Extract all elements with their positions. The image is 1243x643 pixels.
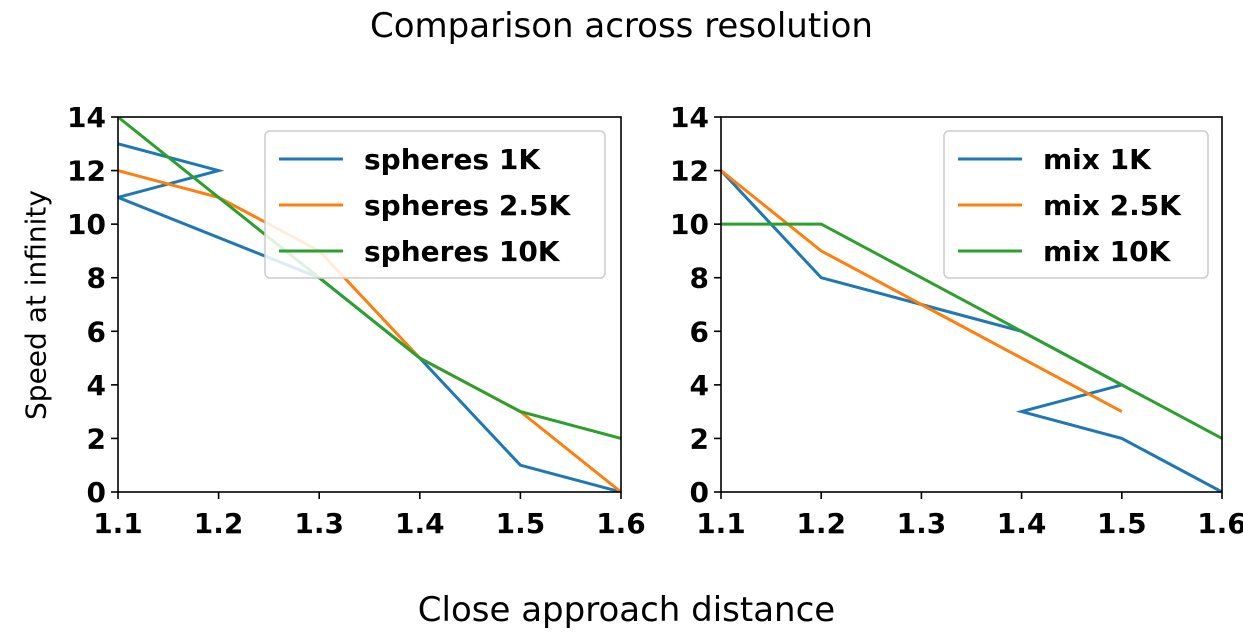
y-tick-label: 0 [690, 476, 709, 509]
y-tick-label: 0 [87, 476, 106, 509]
axes-frame [117, 116, 622, 493]
y-tick-label: 4 [87, 369, 106, 402]
x-tick-label: 1.6 [1197, 507, 1243, 540]
legend: spheres 1K spheres 2.5K spheres 10K [264, 130, 606, 279]
y-tick-label: 4 [690, 369, 709, 402]
y-tick-label: 8 [690, 262, 709, 295]
series-line-3 [721, 222, 1222, 440]
x-tick-label: 1.5 [496, 507, 546, 540]
legend-label-1: spheres 1K [364, 143, 541, 176]
y-tick-label: 14 [67, 101, 106, 134]
x-tick-label: 1.2 [796, 507, 846, 540]
legend-label-2: mix 2.5K [1043, 189, 1182, 222]
x-tick-label: 1.3 [294, 507, 344, 540]
x-axis-label: Close approach distance [417, 590, 836, 630]
figure-title: Comparison across resolution [370, 6, 873, 46]
legend: mix 1K mix 2.5K mix 10K [943, 130, 1209, 279]
y-tick-label: 12 [67, 155, 106, 188]
legend-box [264, 130, 606, 279]
series-line-2 [118, 169, 621, 492]
y-tick-label: 8 [87, 262, 106, 295]
legend-label-3: spheres 10K [364, 235, 561, 268]
x-tick-label: 1.1 [93, 507, 143, 540]
y-tick-label: 10 [67, 208, 106, 241]
y-tick-label: 2 [87, 422, 106, 455]
x-tick-label: 1.6 [596, 507, 646, 540]
series-line-3 [118, 117, 621, 440]
axes-frame [720, 116, 1223, 493]
y-tick-label: 10 [670, 208, 709, 241]
legend-box [943, 130, 1209, 279]
x-tick-label: 1.3 [897, 507, 947, 540]
x-tick-label: 1.5 [1097, 507, 1147, 540]
y-tick-label: 12 [670, 155, 709, 188]
x-tick-label: 1.2 [194, 507, 244, 540]
y-tick-label: 2 [690, 422, 709, 455]
y-tick-label: 14 [670, 101, 709, 134]
y-tick-label: 6 [87, 315, 106, 348]
legend-label-2: spheres 2.5K [364, 189, 571, 222]
x-tick-label: 1.4 [395, 507, 445, 540]
x-tick-label: 1.1 [696, 507, 746, 540]
y-tick-label: 6 [690, 315, 709, 348]
chart-panel-2: 1.1 1.2 1.3 1.4 1.5 1.6 0 2 4 6 8 10 12 14 mix 1K mix 2… [670, 101, 1243, 540]
legend-label-3: mix 10K [1043, 235, 1172, 268]
legend-label-1: mix 1K [1043, 143, 1152, 176]
x-tick-label: 1.4 [997, 507, 1047, 540]
